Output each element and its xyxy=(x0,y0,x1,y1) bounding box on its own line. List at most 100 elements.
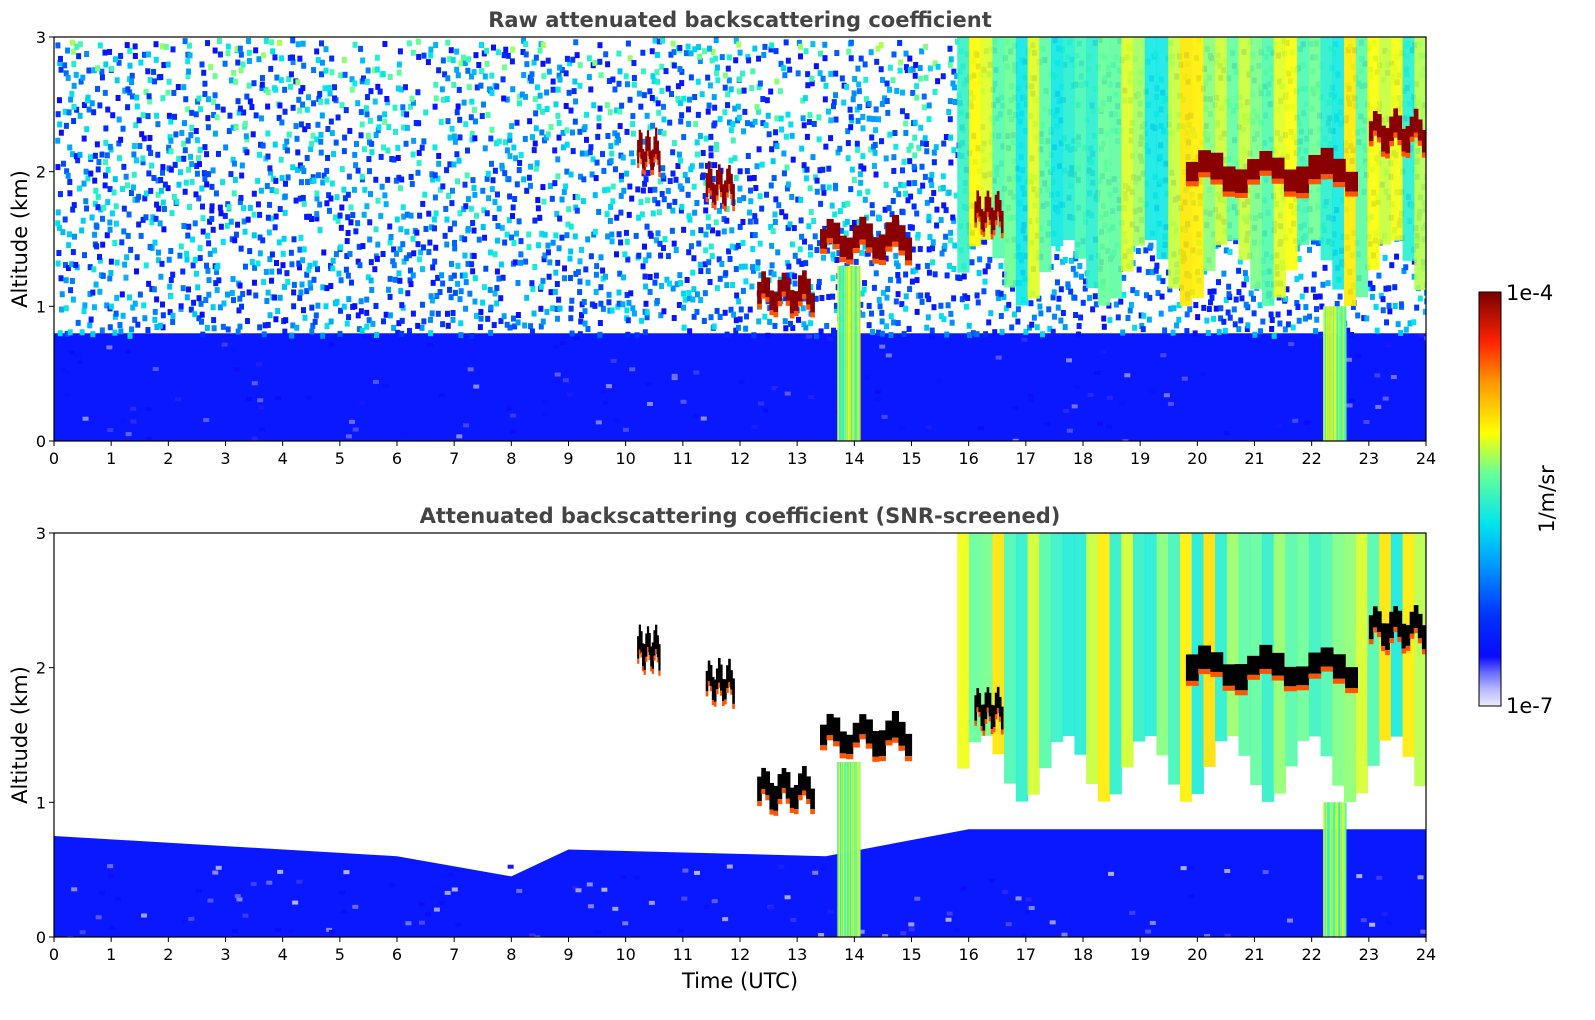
noise-cell xyxy=(723,270,729,277)
noise-cell xyxy=(220,106,226,113)
noise-cell xyxy=(642,329,648,336)
texture-cell xyxy=(433,907,440,912)
noise-cell xyxy=(149,219,155,226)
cloud-cell xyxy=(904,237,913,261)
noise-cell xyxy=(447,56,453,63)
noise-cell xyxy=(266,229,272,236)
noise-cell xyxy=(940,185,946,192)
noise-cell xyxy=(180,268,186,275)
noise-cell xyxy=(273,213,279,220)
noise-cell xyxy=(110,112,116,119)
noise-cell xyxy=(231,69,237,76)
noise-cell xyxy=(1159,293,1165,300)
cloud-edge-cell xyxy=(885,740,893,746)
cloud-edge-cell xyxy=(846,754,854,760)
noise-cell xyxy=(1233,296,1239,303)
noise-cell xyxy=(858,163,864,170)
noise-cell xyxy=(712,104,718,111)
noise-cell xyxy=(875,329,881,336)
noise-cell xyxy=(601,167,607,174)
noise-cell xyxy=(568,107,574,114)
noise-cell xyxy=(381,144,387,151)
noise-cell xyxy=(856,81,862,88)
noise-cell xyxy=(282,328,288,335)
noise-cell xyxy=(231,190,237,197)
noise-cell xyxy=(643,283,649,290)
noise-cell xyxy=(947,98,953,105)
plume-column xyxy=(1015,533,1029,802)
noise-cell xyxy=(418,249,424,256)
noise-cell xyxy=(1028,300,1034,307)
noise-cell xyxy=(756,84,762,91)
texture-cell xyxy=(473,384,480,389)
noise-cell xyxy=(922,173,928,180)
noise-cell xyxy=(458,332,464,339)
noise-cell xyxy=(73,71,79,78)
noise-cell xyxy=(1369,293,1375,300)
noise-cell xyxy=(259,85,265,92)
noise-cell xyxy=(685,191,691,198)
noise-cell xyxy=(399,302,405,309)
noise-cell xyxy=(721,216,727,223)
texture-cell xyxy=(1417,333,1424,338)
noise-cell xyxy=(695,111,701,118)
noise-cell xyxy=(348,204,354,211)
noise-cell xyxy=(564,232,570,239)
noise-cell xyxy=(912,72,918,79)
x-tick-label: 6 xyxy=(392,449,402,468)
noise-cell xyxy=(367,236,373,243)
noise-cell xyxy=(1038,310,1044,317)
noise-cell xyxy=(667,178,673,185)
noise-cell xyxy=(198,300,204,307)
noise-cell xyxy=(488,329,494,336)
noise-cell xyxy=(449,260,455,267)
noise-cell xyxy=(442,232,448,239)
noise-cell xyxy=(625,256,631,263)
noise-cell xyxy=(529,71,535,78)
noise-cell xyxy=(903,129,909,136)
noise-cell xyxy=(544,106,550,113)
noise-cell xyxy=(415,169,421,176)
noise-cell xyxy=(249,259,255,266)
noise-cell xyxy=(309,304,315,311)
noise-cell xyxy=(66,242,72,249)
noise-cell xyxy=(692,209,698,216)
noise-cell xyxy=(56,250,62,257)
noise-cell xyxy=(614,132,620,139)
noise-cell xyxy=(1087,294,1093,301)
noise-cell xyxy=(787,320,793,327)
cloud-edge-cell xyxy=(1271,178,1285,184)
noise-cell xyxy=(94,243,100,250)
noise-cell xyxy=(813,295,819,302)
noise-cell xyxy=(799,145,805,152)
noise-cell xyxy=(407,267,413,274)
noise-cell xyxy=(736,41,742,48)
noise-cell xyxy=(344,238,350,245)
noise-cell xyxy=(925,314,931,321)
noise-cell xyxy=(927,65,933,72)
noise-cell xyxy=(466,84,472,91)
noise-cell xyxy=(1090,306,1096,313)
noise-cell xyxy=(348,219,354,226)
noise-cell xyxy=(468,205,474,212)
noise-cell xyxy=(952,99,958,106)
noise-cell xyxy=(450,309,456,316)
noise-cell xyxy=(567,275,573,282)
noise-cell xyxy=(908,142,914,149)
texture-cell xyxy=(925,425,932,430)
cloud-cell xyxy=(646,130,650,152)
noise-cell xyxy=(555,315,561,322)
noise-cell xyxy=(832,211,838,218)
noise-cell xyxy=(406,252,412,259)
noise-cell xyxy=(328,318,334,325)
noise-cell xyxy=(503,46,509,53)
noise-cell xyxy=(856,218,862,225)
texture-cell xyxy=(145,436,152,441)
cloud-edge-cell xyxy=(637,163,640,169)
noise-cell xyxy=(95,204,101,211)
noise-cell xyxy=(518,238,524,245)
cloud-cell xyxy=(1385,128,1390,154)
noise-cell xyxy=(564,55,570,62)
noise-cell xyxy=(205,115,211,122)
noise-cell xyxy=(471,252,477,259)
